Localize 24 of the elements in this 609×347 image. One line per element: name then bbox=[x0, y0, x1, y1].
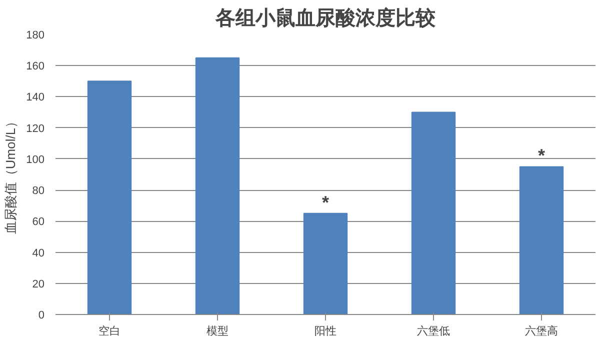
bar bbox=[195, 57, 240, 314]
x-tick-label: 模型 bbox=[206, 326, 228, 338]
bar bbox=[411, 112, 456, 314]
y-tick-label: 100 bbox=[26, 154, 45, 166]
y-tick-label: 180 bbox=[26, 30, 45, 42]
bar bbox=[303, 212, 348, 314]
annotation: * bbox=[322, 192, 330, 212]
y-tick-label: 60 bbox=[32, 216, 45, 228]
chart-title: 各组小鼠血尿酸浓度比较 bbox=[214, 6, 436, 30]
y-tick-label: 20 bbox=[32, 278, 45, 290]
annotation: * bbox=[538, 146, 546, 166]
y-tick-label: 0 bbox=[38, 310, 45, 322]
y-axis-title: 血尿酸值（Umol/L） bbox=[3, 114, 18, 234]
bar bbox=[519, 166, 564, 314]
y-tick-label: 80 bbox=[32, 185, 45, 198]
x-tick-label: 阳性 bbox=[314, 326, 336, 338]
y-tick-label: 160 bbox=[26, 60, 45, 73]
bar bbox=[87, 80, 132, 314]
y-tick-label: 140 bbox=[26, 92, 45, 104]
x-tick-label: 六堡低 bbox=[417, 324, 450, 338]
x-tick-label: 六堡高 bbox=[525, 324, 558, 338]
x-tick-label: 空白 bbox=[98, 324, 120, 338]
y-tick-label: 40 bbox=[32, 247, 45, 260]
y-tick-label: 120 bbox=[26, 122, 45, 135]
